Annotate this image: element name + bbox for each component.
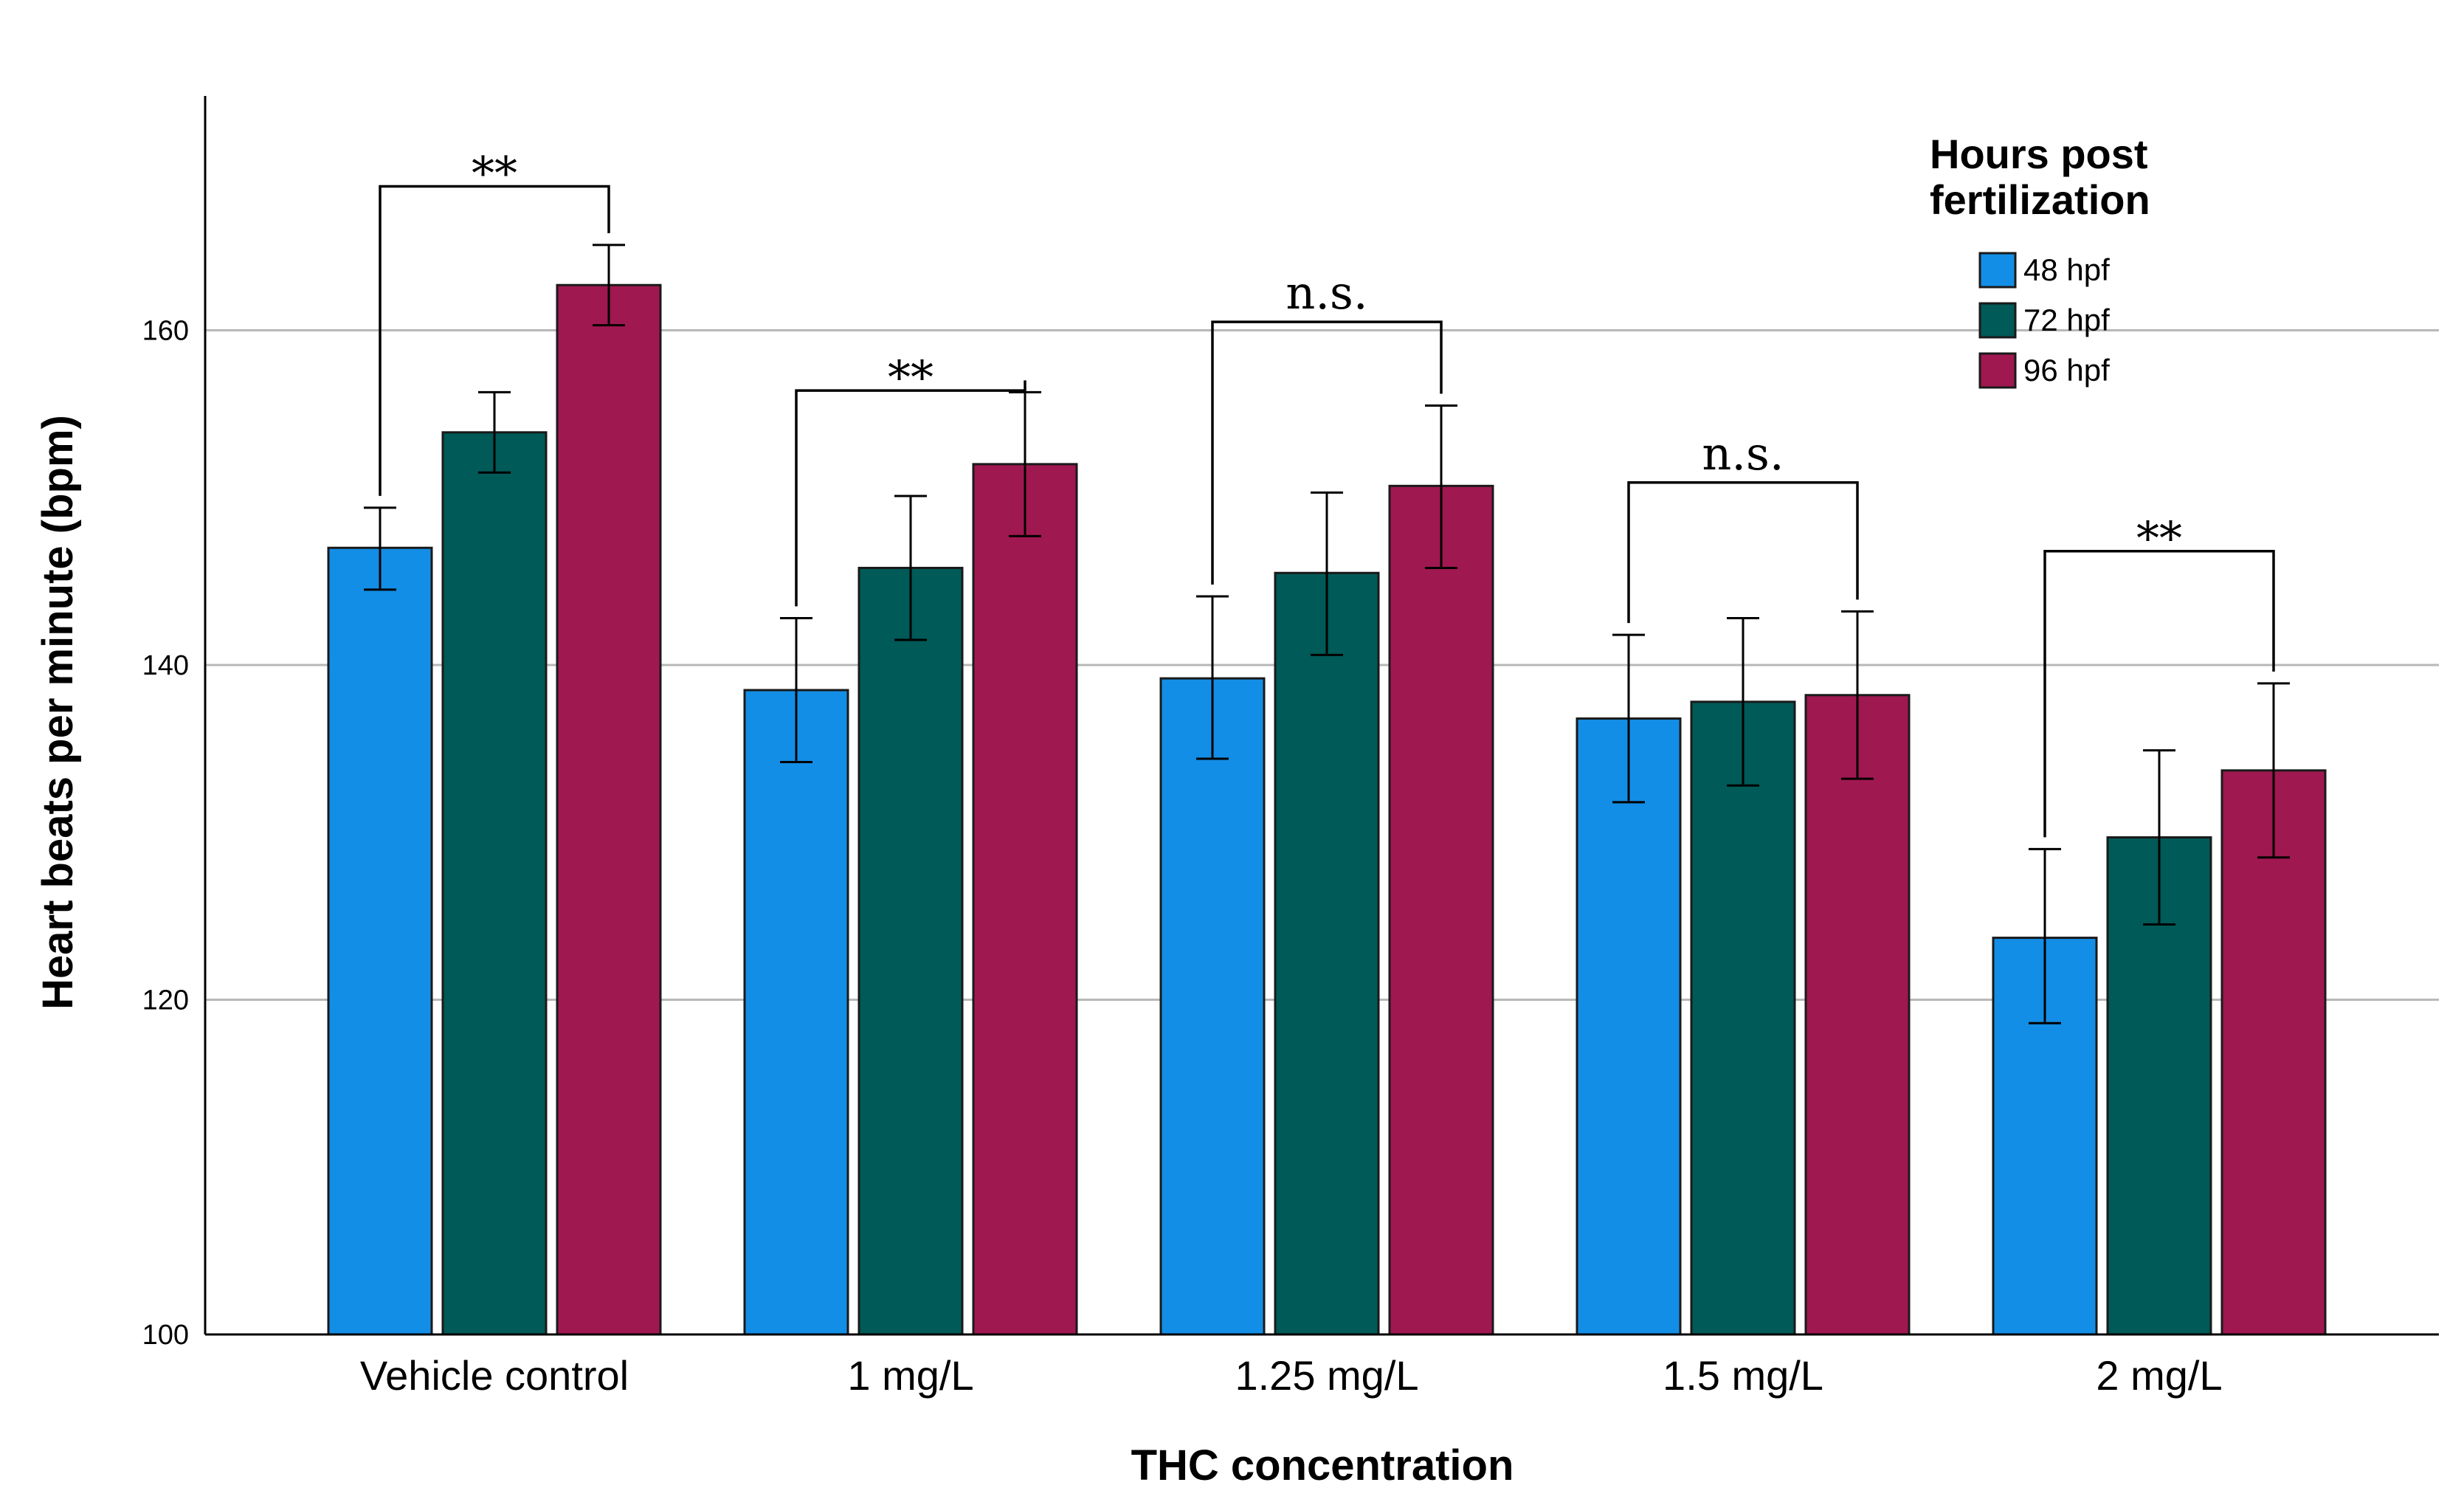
bar-72-hpf-1 bbox=[857, 566, 964, 1336]
bar-96-hpf-4 bbox=[2220, 769, 2327, 1336]
bar-96-hpf-3 bbox=[1804, 694, 1911, 1336]
bar-48-hpf-1 bbox=[743, 689, 849, 1336]
significance-bracket: n.s. bbox=[1627, 427, 1859, 624]
legend-title-line2: fertilization bbox=[1930, 176, 2150, 223]
axes bbox=[204, 96, 2439, 1336]
error-bar bbox=[1196, 595, 1229, 760]
bar-96-hpf-2 bbox=[1388, 484, 1494, 1336]
significance-label: n.s. bbox=[1702, 427, 1784, 480]
legend: Hours post fertilization 48 hpf 72 hpf 96 … bbox=[1930, 131, 2150, 389]
y-tick-label: 160 bbox=[142, 315, 189, 346]
significance-bracket: n.s. bbox=[1211, 266, 1443, 585]
bar-72-hpf-2 bbox=[1274, 571, 1380, 1336]
legend-item-96-hpf: 96 hpf bbox=[1978, 352, 2110, 389]
x-tick-label: 2 mg/L bbox=[2096, 1352, 2222, 1399]
error-bar bbox=[1009, 390, 1041, 537]
bars bbox=[327, 283, 2327, 1336]
legend-swatch bbox=[1978, 352, 2017, 389]
error-bar bbox=[593, 244, 625, 327]
x-tick-label: 1 mg/L bbox=[847, 1352, 973, 1399]
legend-item-72-hpf: 72 hpf bbox=[1978, 302, 2110, 339]
error-bar bbox=[894, 495, 927, 641]
bar-48-hpf-3 bbox=[1576, 717, 1682, 1336]
bar-96-hpf-0 bbox=[556, 283, 662, 1336]
y-tick-label: 140 bbox=[142, 650, 189, 681]
error-bar bbox=[1612, 633, 1645, 804]
significance-brackets: ** ** n.s. n.s. ** bbox=[379, 146, 2275, 838]
x-tick-label: 1.5 mg/L bbox=[1663, 1352, 1823, 1399]
significance-bracket: ** bbox=[379, 146, 610, 496]
significance-bracket: ** bbox=[2043, 511, 2275, 838]
bar-72-hpf-3 bbox=[1690, 700, 1796, 1336]
x-tick-label: Vehicle control bbox=[360, 1352, 629, 1399]
error-bar bbox=[1311, 491, 1343, 656]
legend-swatch bbox=[1978, 252, 2017, 289]
significance-label: ** bbox=[472, 146, 517, 200]
error-bar bbox=[364, 506, 396, 591]
bar-96-hpf-1 bbox=[972, 463, 1078, 1336]
significance-label: n.s. bbox=[1286, 266, 1367, 320]
error-bar bbox=[1727, 616, 1759, 787]
bar-72-hpf-0 bbox=[441, 431, 548, 1336]
error-bar bbox=[2257, 682, 2290, 859]
error-bar bbox=[780, 616, 812, 763]
legend-label: 96 hpf bbox=[2023, 353, 2110, 387]
y-axis-title: Heart beats per minute (bpm) bbox=[34, 415, 82, 1010]
significance-bracket: ** bbox=[795, 351, 1026, 607]
error-bar bbox=[478, 390, 511, 474]
y-tick-label: 100 bbox=[142, 1320, 189, 1351]
error-bar bbox=[2143, 749, 2175, 926]
legend-label: 72 hpf bbox=[2023, 303, 2110, 337]
legend-title-line1: Hours post bbox=[1930, 131, 2148, 177]
legend-item-48-hpf: 48 hpf bbox=[1978, 252, 2110, 289]
x-axis-title: THC concentration bbox=[1131, 1441, 1514, 1489]
error-bar bbox=[1841, 610, 1874, 780]
axis-labels: 100 120 140 160 Vehicle control 1 mg/L 1.25 mg… bbox=[142, 315, 2223, 1399]
legend-label: 48 hpf bbox=[2023, 252, 2110, 287]
bar-48-hpf-2 bbox=[1159, 677, 1266, 1336]
x-tick-label: 1.25 mg/L bbox=[1235, 1352, 1418, 1399]
error-bar bbox=[2029, 847, 2061, 1024]
legend-swatch bbox=[1978, 302, 2017, 339]
significance-label: ** bbox=[888, 351, 934, 404]
error-bars bbox=[364, 244, 2290, 1024]
y-tick-label: 120 bbox=[142, 985, 189, 1016]
error-bar bbox=[1425, 404, 1457, 569]
significance-label: ** bbox=[2136, 511, 2182, 565]
bar-48-hpf-0 bbox=[327, 546, 433, 1336]
